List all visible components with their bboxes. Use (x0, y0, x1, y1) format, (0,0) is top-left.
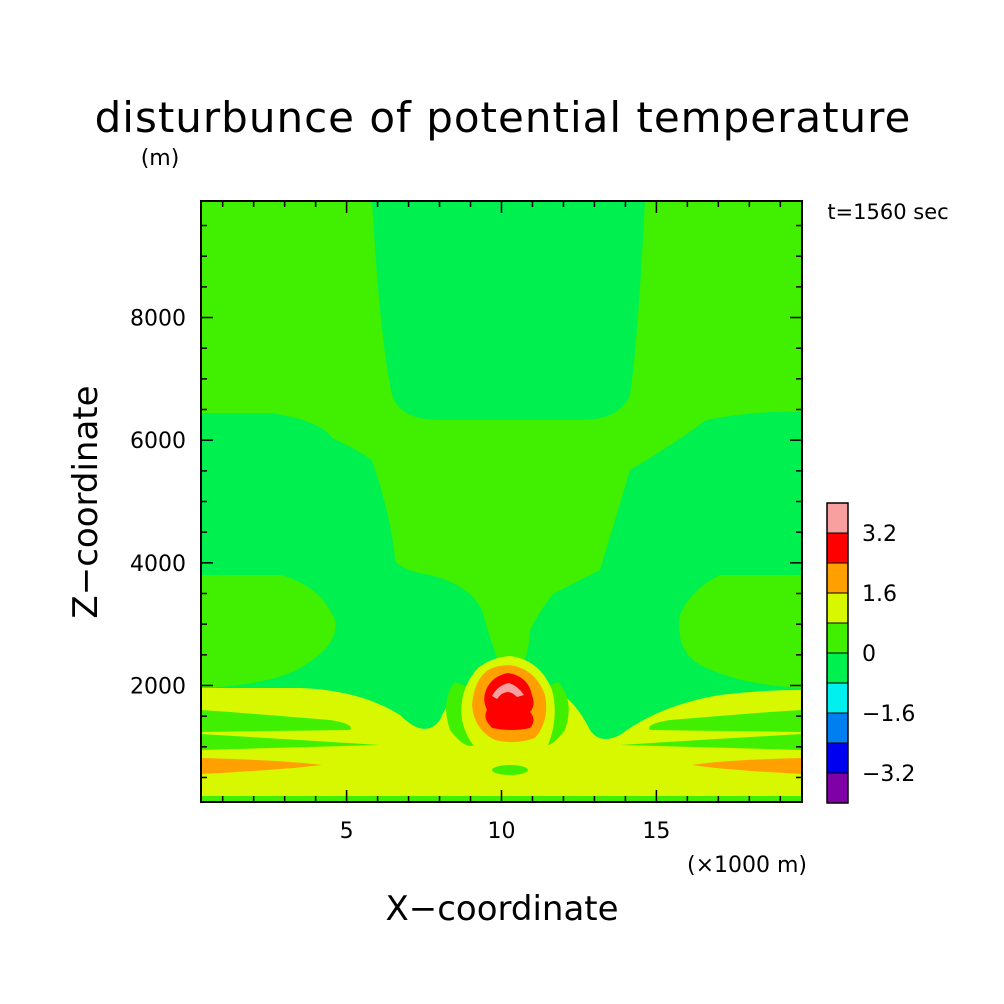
colorbar-tick-label: 1.6 (862, 582, 897, 607)
contour-field (201, 201, 802, 802)
y-axis-label: Z−coordinate (66, 385, 106, 618)
colorbar-swatch (826, 532, 849, 564)
y-unit-label: (m) (141, 146, 180, 171)
contour-core-pink (492, 683, 524, 699)
contour-lower-band-green4 (620, 734, 802, 750)
x-axis-label: X−coordinate (385, 889, 618, 929)
colorbar-swatch (826, 622, 849, 654)
contour-lower-band-green2 (649, 710, 802, 732)
colorbar-tick-label: −3.2 (862, 762, 915, 787)
colorbar: −3.2 −1.6 0 1.6 3.2 (826, 502, 915, 804)
colorbar-tick-label: 3.2 (862, 522, 897, 547)
colorbar-swatch (826, 712, 849, 744)
y-tick-label: 6000 (130, 429, 186, 454)
colorbar-swatch (826, 682, 849, 714)
colorbar-tick-label: −1.6 (862, 702, 915, 727)
y-tick-label: 4000 (130, 552, 186, 577)
colorbar-swatch (826, 592, 849, 624)
colorbar-frame (826, 502, 849, 804)
contour-upper-plume (372, 201, 645, 420)
contour-orange-strip-right (692, 758, 802, 774)
contour-lower-band-green3 (201, 734, 380, 750)
contour-lower-band-green1 (201, 710, 351, 732)
x-tick-label: 10 (488, 819, 516, 844)
colorbar-swatch (826, 742, 849, 774)
y-tick-label: 8000 (130, 307, 186, 332)
contour-bottom-patch (492, 765, 528, 775)
x-tick-label: 5 (340, 819, 354, 844)
colorbar-swatch (826, 502, 849, 534)
time-label: t=1560 sec (827, 200, 948, 224)
contour-orange-strip-left (201, 758, 322, 774)
y-axis-ticks: 2000 4000 6000 8000 (130, 224, 802, 779)
chart-title: disturbunce of potential temperature (95, 93, 912, 142)
x-unit-label: (×1000 m) (687, 853, 807, 878)
x-tick-label: 15 (642, 819, 670, 844)
y-tick-label: 2000 (130, 674, 186, 699)
x-axis-ticks: 5 10 15 (221, 201, 782, 844)
colorbar-swatch (826, 652, 849, 684)
colorbar-tick-label: 0 (862, 642, 876, 667)
contour-core-red (484, 673, 534, 730)
colorbar-swatch (826, 562, 849, 594)
colorbar-swatch (826, 772, 849, 804)
